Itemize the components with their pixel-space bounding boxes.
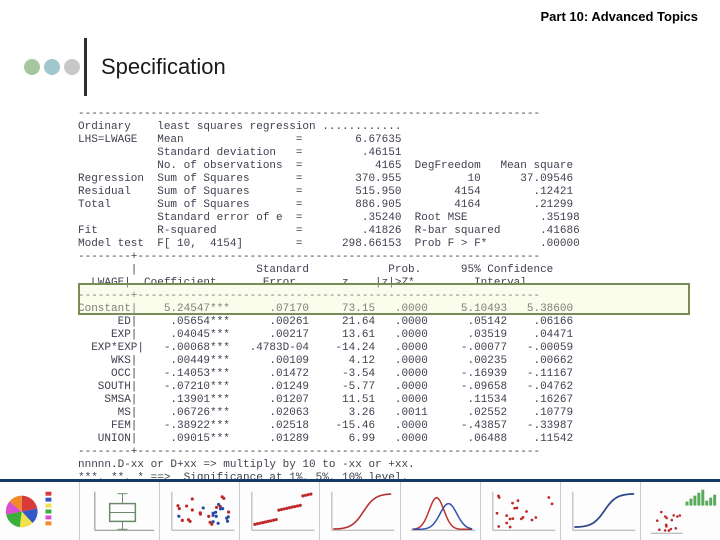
regression-output: ----------------------------------------… <box>78 108 688 498</box>
thumbnail[interactable] <box>0 482 80 540</box>
thumbnail[interactable] <box>80 482 160 540</box>
thumbnail[interactable] <box>481 482 561 540</box>
thumbnail[interactable] <box>240 482 320 540</box>
bullet-dot <box>24 59 40 75</box>
page-title: Specification <box>101 54 226 80</box>
nav-thumbnails <box>0 479 720 540</box>
part-label: Part 10: Advanced Topics <box>541 9 699 24</box>
bullet-dot <box>44 59 60 75</box>
thumbnail[interactable] <box>320 482 400 540</box>
thumbnail[interactable] <box>641 482 720 540</box>
title-row: Specification <box>24 38 226 96</box>
thumbnail[interactable] <box>401 482 481 540</box>
bullet-bar <box>84 38 87 96</box>
thumbnail[interactable] <box>160 482 240 540</box>
bullet-dot <box>64 59 80 75</box>
thumbnail[interactable] <box>561 482 641 540</box>
